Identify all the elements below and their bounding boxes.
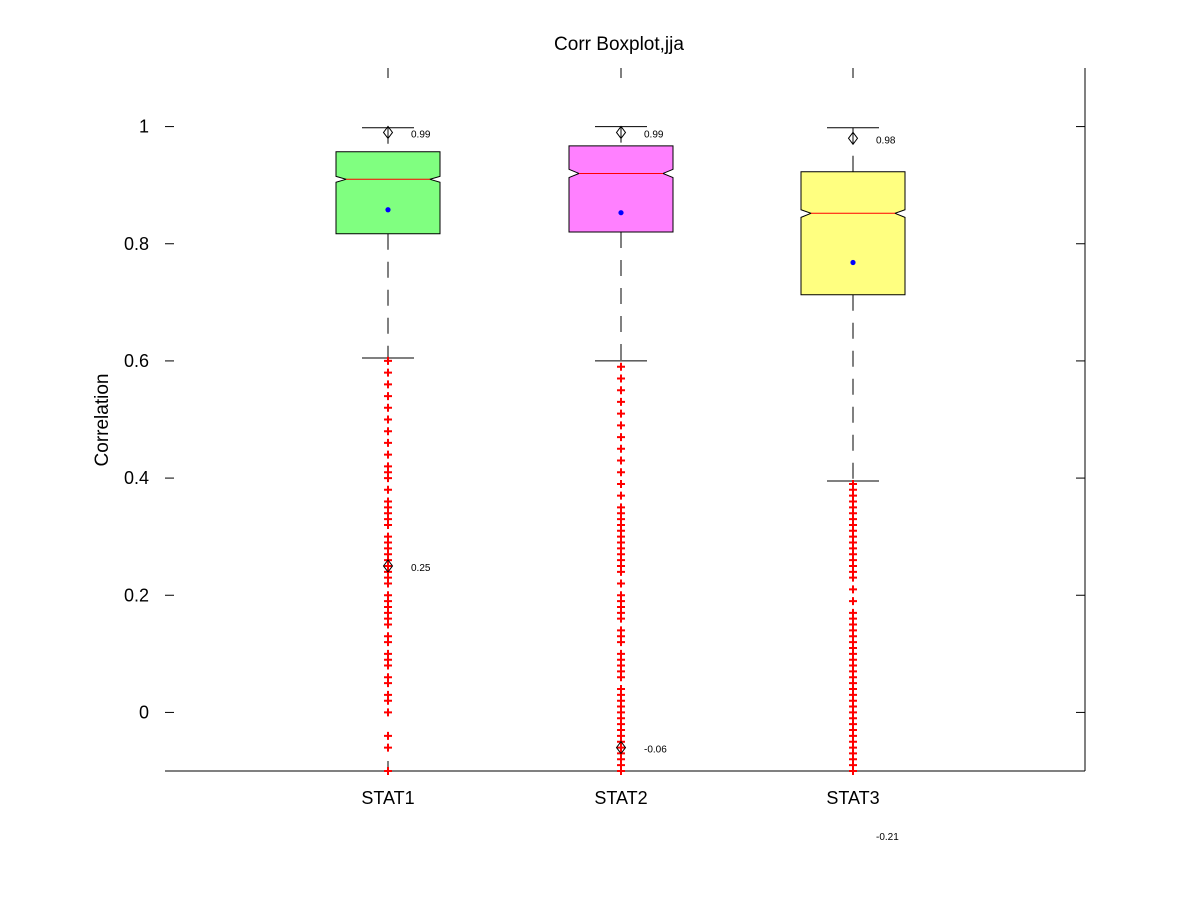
outlier-point bbox=[617, 638, 625, 647]
box-body bbox=[800, 171, 906, 296]
y-tick-label: 0.6 bbox=[124, 351, 149, 371]
max-label: 0.98 bbox=[876, 135, 896, 146]
outlier-point bbox=[384, 579, 392, 588]
outlier-point bbox=[617, 673, 625, 682]
y-tick-label: 0.4 bbox=[124, 468, 149, 488]
min-label: -0.21 bbox=[876, 832, 899, 843]
outlier-point bbox=[617, 479, 625, 488]
outlier-point bbox=[617, 567, 625, 576]
outlier-point bbox=[617, 614, 625, 623]
outlier-point bbox=[849, 585, 857, 594]
outlier-point bbox=[617, 386, 625, 395]
outlier-point bbox=[617, 374, 625, 383]
x-category-label: STAT3 bbox=[826, 788, 879, 808]
outlier-point bbox=[384, 696, 392, 705]
box-stat1: 0.99 0.25 bbox=[335, 68, 441, 775]
y-tick-label: 0.8 bbox=[124, 234, 149, 254]
outlier-point bbox=[384, 520, 392, 529]
min-diamond bbox=[615, 740, 627, 755]
outlier-point bbox=[617, 767, 625, 775]
outlier-point bbox=[384, 743, 392, 752]
outlier-point bbox=[384, 708, 392, 717]
box-body bbox=[335, 151, 441, 235]
x-category-label: STAT1 bbox=[361, 788, 414, 808]
outlier-point bbox=[384, 392, 392, 401]
y-tick-label: 1 bbox=[139, 117, 149, 137]
outlier-point bbox=[384, 474, 392, 483]
mean-dot bbox=[618, 210, 624, 216]
outliers bbox=[617, 362, 625, 775]
outlier-point bbox=[384, 438, 392, 447]
outlier-point bbox=[384, 356, 392, 365]
outlier-point bbox=[617, 456, 625, 465]
min-label: 0.25 bbox=[411, 563, 431, 574]
outlier-point bbox=[617, 433, 625, 442]
outlier-point bbox=[617, 444, 625, 453]
max-diamond bbox=[615, 125, 627, 140]
outlier-point bbox=[617, 421, 625, 430]
outliers bbox=[384, 356, 392, 775]
outlier-point bbox=[384, 679, 392, 688]
outlier-point bbox=[384, 450, 392, 459]
outlier-point bbox=[384, 427, 392, 436]
max-label: 0.99 bbox=[411, 129, 431, 140]
outlier-point bbox=[384, 767, 392, 775]
box-body bbox=[568, 145, 674, 233]
outlier-point bbox=[617, 579, 625, 588]
max-diamond bbox=[847, 131, 859, 146]
box-stat2: 0.99 -0.06 bbox=[568, 68, 674, 775]
min-diamond bbox=[382, 559, 394, 573]
y-axis-label: Correlation bbox=[92, 374, 113, 467]
outlier-point bbox=[384, 731, 392, 740]
y-tick-label: 0 bbox=[139, 702, 149, 722]
outliers bbox=[849, 479, 857, 775]
outlier-point bbox=[617, 491, 625, 500]
box-stat3: 0.98 -0.21 bbox=[800, 68, 906, 843]
min-label: -0.06 bbox=[644, 745, 667, 756]
y-ticks: 0 0.2 0.4 0.6 0.8 1 bbox=[124, 117, 1085, 722]
chart-title: Corr Boxplot,jja bbox=[554, 34, 684, 55]
outlier-point bbox=[384, 661, 392, 670]
mean-dot bbox=[385, 207, 391, 213]
max-diamond bbox=[382, 125, 394, 140]
outlier-point bbox=[617, 468, 625, 477]
outlier-point bbox=[849, 767, 857, 775]
mean-dot bbox=[850, 259, 856, 266]
outlier-point bbox=[384, 380, 392, 389]
x-category-label: STAT2 bbox=[594, 788, 647, 808]
boxes: 0.99 0.25 0.99 -0.06 0.98 -0.21 bbox=[335, 68, 906, 843]
outlier-point bbox=[384, 368, 392, 377]
outlier-point bbox=[617, 409, 625, 418]
outlier-point bbox=[384, 620, 392, 629]
outlier-point bbox=[384, 485, 392, 494]
x-categories: STAT1 STAT2 STAT3 bbox=[361, 788, 879, 808]
outlier-point bbox=[617, 397, 625, 406]
max-label: 0.99 bbox=[644, 129, 664, 140]
outlier-point bbox=[384, 638, 392, 647]
outlier-point bbox=[849, 597, 857, 606]
outlier-point bbox=[617, 362, 625, 371]
outlier-point bbox=[384, 415, 392, 424]
outlier-point bbox=[384, 403, 392, 412]
outlier-point bbox=[849, 573, 857, 582]
y-tick-label: 0.2 bbox=[124, 585, 149, 605]
